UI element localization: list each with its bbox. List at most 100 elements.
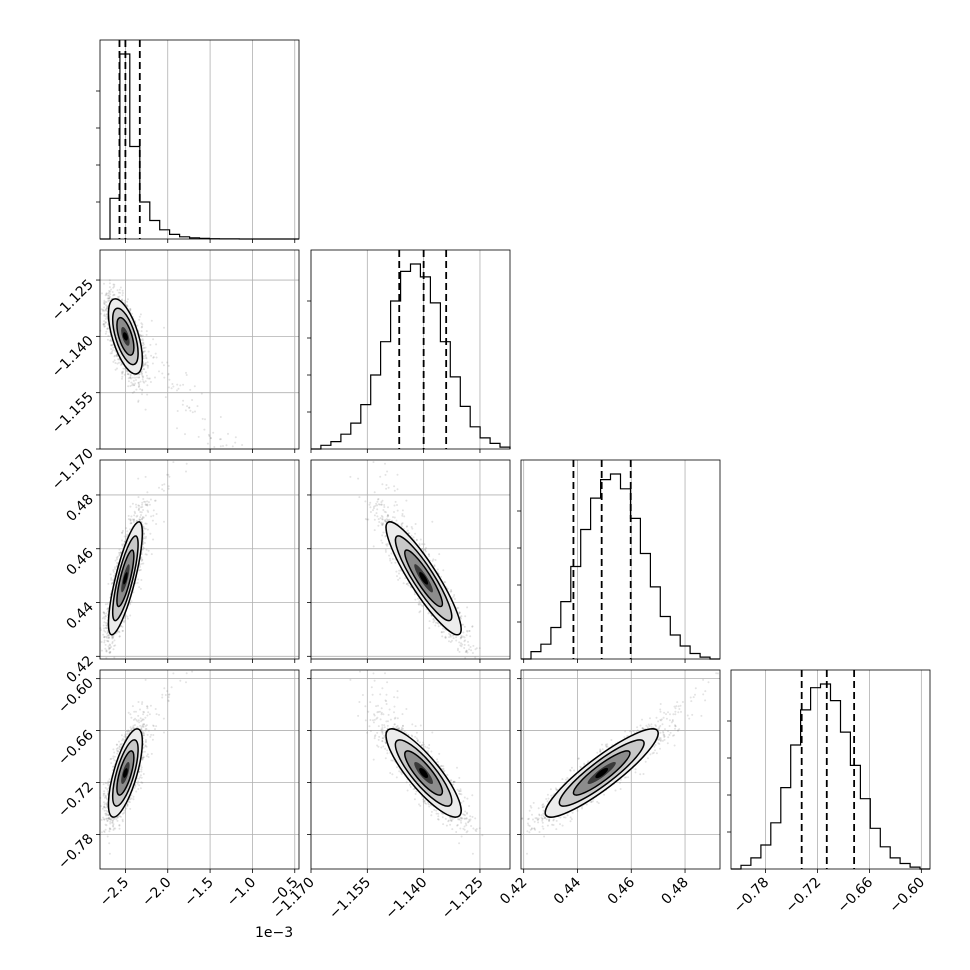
sample-point xyxy=(108,291,111,294)
sample-point xyxy=(105,308,108,311)
sample-point xyxy=(140,514,142,516)
sample-point xyxy=(141,339,144,342)
sample-point xyxy=(136,581,139,584)
sample-point xyxy=(104,294,107,297)
sample-point xyxy=(138,385,141,388)
sample-point xyxy=(141,370,143,373)
sample-point xyxy=(394,561,397,564)
sample-point xyxy=(104,332,107,335)
sample-point xyxy=(138,376,141,379)
sample-point xyxy=(143,542,146,544)
sample-point xyxy=(140,335,143,338)
sample-point xyxy=(129,614,132,617)
sample-point xyxy=(111,349,114,352)
sample-point xyxy=(389,557,391,560)
sample-point xyxy=(105,304,108,307)
sample-point xyxy=(110,288,113,291)
sample-point xyxy=(138,383,141,386)
sample-point xyxy=(144,355,147,358)
sample-point xyxy=(112,346,115,349)
sample-point xyxy=(126,300,129,303)
y-tick-label: 0.44 xyxy=(63,599,96,632)
sample-point xyxy=(133,390,136,393)
sample-point xyxy=(145,535,147,538)
sample-point xyxy=(184,433,186,436)
sample-point xyxy=(140,559,143,562)
sample-point xyxy=(129,307,132,310)
hist-panel-1 xyxy=(310,249,511,450)
sample-point xyxy=(112,636,115,639)
sample-point xyxy=(103,617,106,620)
sample-point xyxy=(107,299,110,302)
sample-point xyxy=(111,291,114,293)
sample-point xyxy=(118,554,121,557)
sample-point xyxy=(373,514,376,517)
sample-point xyxy=(112,360,115,363)
sample-point xyxy=(163,326,165,329)
sample-point xyxy=(387,506,389,509)
sample-point xyxy=(145,333,148,336)
sample-point xyxy=(112,294,115,297)
sample-point xyxy=(137,477,140,480)
sample-point xyxy=(137,400,140,403)
sample-point xyxy=(149,343,152,346)
sample-point xyxy=(227,432,229,435)
sample-point xyxy=(126,617,129,620)
sample-point xyxy=(143,350,146,353)
sample-point xyxy=(115,354,118,357)
sample-point xyxy=(150,553,153,556)
sample-point xyxy=(142,498,145,500)
sample-point xyxy=(162,489,165,492)
sample-point xyxy=(171,383,174,385)
sample-point xyxy=(194,410,196,413)
sample-point xyxy=(168,475,171,478)
sample-point xyxy=(105,612,108,615)
sample-point xyxy=(109,293,112,296)
sample-point xyxy=(119,291,122,294)
sample-point xyxy=(121,289,124,292)
sample-point xyxy=(102,323,105,325)
histogram-step-0 xyxy=(100,53,299,240)
sample-point xyxy=(116,289,119,292)
y-tick-label: −1.125 xyxy=(49,277,97,325)
sample-point xyxy=(107,634,110,637)
sample-point xyxy=(137,496,140,499)
sample-point xyxy=(201,417,204,420)
hist-panel-0 xyxy=(99,39,300,240)
sample-point xyxy=(123,535,126,538)
sample-point xyxy=(117,295,120,298)
sample-point xyxy=(107,294,110,297)
sample-point xyxy=(144,522,147,525)
x-tick-label: −0.72 xyxy=(783,875,825,917)
sample-point xyxy=(107,292,110,295)
sample-point xyxy=(138,586,141,589)
sample-point xyxy=(108,289,111,292)
grid-2-null xyxy=(523,460,686,659)
sample-point xyxy=(441,635,444,638)
sample-point xyxy=(393,489,396,492)
sample-point xyxy=(142,547,145,550)
sample-point xyxy=(176,427,178,430)
sample-point xyxy=(186,405,189,408)
sample-point xyxy=(131,382,134,385)
sample-point xyxy=(108,282,111,285)
sample-point xyxy=(103,636,106,639)
sample-point xyxy=(393,516,396,519)
sample-point xyxy=(208,435,211,438)
sample-point xyxy=(104,603,107,606)
sample-point xyxy=(129,505,132,508)
sample-point xyxy=(161,361,164,364)
sample-point xyxy=(142,535,145,538)
grid-1-null xyxy=(310,250,481,449)
histogram-step-1 xyxy=(311,263,511,450)
sample-point xyxy=(185,462,188,465)
sample-point xyxy=(104,317,107,320)
sample-point xyxy=(144,553,147,556)
sample-point xyxy=(141,506,144,508)
sample-point xyxy=(113,639,116,642)
sample-point xyxy=(145,330,148,333)
sample-point xyxy=(109,644,112,647)
sample-point xyxy=(176,410,179,412)
sample-point xyxy=(121,539,123,542)
sample-point xyxy=(106,307,108,309)
